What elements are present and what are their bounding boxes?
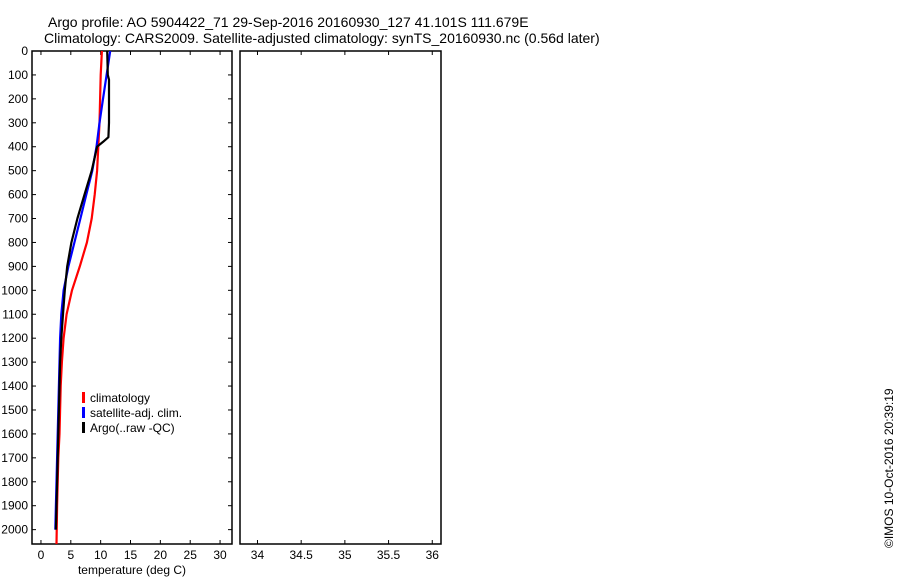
x-tick-label: 0 — [38, 548, 45, 562]
y-tick-label: 1500 — [1, 403, 28, 417]
temperature-panel: 0 5 10 15 20 25 300100200300400500600700800900… — [1, 44, 233, 577]
legend-label: climatology — [90, 391, 150, 405]
x-tick-label: 36 — [426, 548, 440, 562]
y-tick-label: 1800 — [1, 475, 28, 489]
x-tick-label: 30 — [213, 548, 227, 562]
x-tick-label: 15 — [124, 548, 138, 562]
y-tick-label: 500 — [8, 164, 28, 178]
y-tick-label: 1200 — [1, 331, 28, 345]
x-tick-label: 35 — [338, 548, 352, 562]
y-tick-label: 400 — [8, 140, 28, 154]
x-tick-label: 34.5 — [289, 548, 313, 562]
y-tick-label: 1400 — [1, 379, 28, 393]
y-tick-label: 100 — [8, 68, 28, 82]
header-line-2: Climatology: CARS2009. Satellite-adjuste… — [44, 30, 600, 46]
series-line-satellite-adj-clim- — [54, 51, 112, 530]
x-tick-label: 20 — [154, 548, 168, 562]
y-tick-label: 1900 — [1, 499, 28, 513]
salinity-panel: 34 34.5 35 35.5 36 — [239, 50, 442, 562]
y-tick-label: 1600 — [1, 427, 28, 441]
x-tick-label: 35.5 — [377, 548, 401, 562]
legend-swatch — [82, 422, 85, 433]
x-axis-label: temperature (deg C) — [78, 563, 186, 577]
y-tick-label: 700 — [8, 212, 28, 226]
y-tick-label: 300 — [8, 116, 28, 130]
legend-label: Argo(..raw -QC) — [90, 421, 175, 435]
y-tick-label: 0 — [21, 44, 28, 58]
legend-swatch — [82, 392, 85, 403]
x-tick-label: 10 — [94, 548, 108, 562]
y-tick-label: 1700 — [1, 451, 28, 465]
x-tick-label: 5 — [67, 548, 74, 562]
plot-frame — [239, 50, 442, 545]
y-tick-label: 2000 — [1, 523, 28, 537]
y-tick-label: 200 — [8, 92, 28, 106]
y-tick-label: 600 — [8, 188, 28, 202]
plot-frame — [31, 50, 233, 545]
y-tick-label: 1000 — [1, 283, 28, 297]
y-tick-label: 800 — [8, 235, 28, 249]
x-tick-label: 25 — [184, 548, 198, 562]
credit-text: ©IMOS 10-Oct-2016 20:39:19 — [882, 388, 896, 548]
y-tick-label: 1100 — [2, 307, 28, 321]
y-tick-label: 900 — [8, 259, 28, 273]
x-tick-label: 34 — [251, 548, 265, 562]
series-line-argo-raw-qc- — [54, 51, 111, 530]
y-tick-label: 1300 — [1, 355, 28, 369]
legend-swatch — [82, 407, 85, 418]
header-line-1: Argo profile: AO 5904422_71 29-Sep-2016 … — [48, 14, 529, 30]
legend-label: satellite-adj. clim. — [90, 406, 182, 420]
